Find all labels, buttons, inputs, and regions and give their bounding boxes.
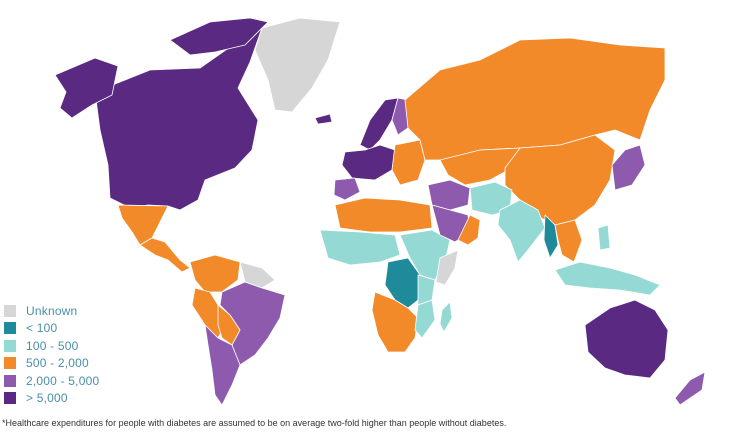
region-yemen-oman bbox=[457, 214, 481, 246]
region-india bbox=[497, 199, 546, 263]
region-scandinavia bbox=[359, 97, 399, 151]
region-canada-usa bbox=[94, 27, 263, 211]
region-eastern-europe bbox=[391, 139, 426, 186]
legend-label: 100 - 500 bbox=[26, 338, 79, 353]
legend-swatch bbox=[4, 322, 16, 335]
region-philippines bbox=[597, 224, 611, 251]
region-myanmar bbox=[543, 214, 559, 259]
region-central-america bbox=[139, 237, 191, 273]
region-southeast-asia bbox=[554, 219, 583, 263]
legend-swatch bbox=[4, 357, 16, 370]
legend-label: < 100 bbox=[26, 321, 58, 336]
region-iberia bbox=[333, 177, 361, 201]
legend-item-gt5000: > 5,000 bbox=[4, 390, 99, 408]
legend-swatch bbox=[4, 392, 16, 405]
region-korea-japan bbox=[611, 144, 646, 191]
legend-item-r100_500: 100 - 500 bbox=[4, 337, 99, 355]
legend-swatch bbox=[4, 339, 16, 352]
region-iceland bbox=[314, 113, 333, 125]
legend-label: 500 - 2,000 bbox=[26, 356, 89, 371]
region-alaska bbox=[54, 57, 119, 119]
legend: Unknown < 100 100 - 500 500 - 2,000 2,000 - … bbox=[4, 302, 99, 407]
region-somalia bbox=[435, 249, 459, 286]
region-guianas bbox=[239, 261, 276, 289]
legend-label: 2,000 - 5,000 bbox=[26, 373, 100, 388]
region-angola-south bbox=[371, 291, 419, 353]
region-mexico bbox=[117, 204, 169, 246]
region-arctic-islands bbox=[169, 17, 269, 56]
region-new-zealand bbox=[674, 371, 706, 406]
legend-item-unknown: Unknown bbox=[4, 302, 99, 320]
legend-swatch bbox=[4, 304, 16, 317]
region-indonesia bbox=[554, 261, 661, 296]
region-western-europe bbox=[341, 144, 396, 181]
legend-item-r2000_5000: 2,000 - 5,000 bbox=[4, 372, 99, 390]
world-map bbox=[54, 17, 706, 406]
region-mozambique bbox=[414, 299, 436, 339]
legend-swatch bbox=[4, 374, 16, 387]
region-greenland bbox=[254, 17, 341, 113]
legend-label: > 5,000 bbox=[26, 391, 68, 406]
region-chile-argentina bbox=[204, 324, 241, 406]
region-russia bbox=[404, 37, 666, 161]
region-australia bbox=[584, 299, 669, 379]
region-mongolia-china bbox=[504, 134, 616, 226]
region-madagascar bbox=[439, 301, 453, 333]
region-colombia-venezuela bbox=[189, 254, 241, 293]
region-north-africa bbox=[334, 197, 433, 233]
legend-item-r500_2000: 500 - 2,000 bbox=[4, 355, 99, 373]
legend-item-lt100: < 100 bbox=[4, 320, 99, 338]
legend-label: Unknown bbox=[26, 303, 78, 318]
region-kazakhstan-central-asia bbox=[439, 147, 521, 186]
region-west-africa bbox=[319, 229, 401, 266]
footnote: *Healthcare expenditures for people with… bbox=[2, 418, 507, 428]
region-congo bbox=[384, 257, 421, 309]
